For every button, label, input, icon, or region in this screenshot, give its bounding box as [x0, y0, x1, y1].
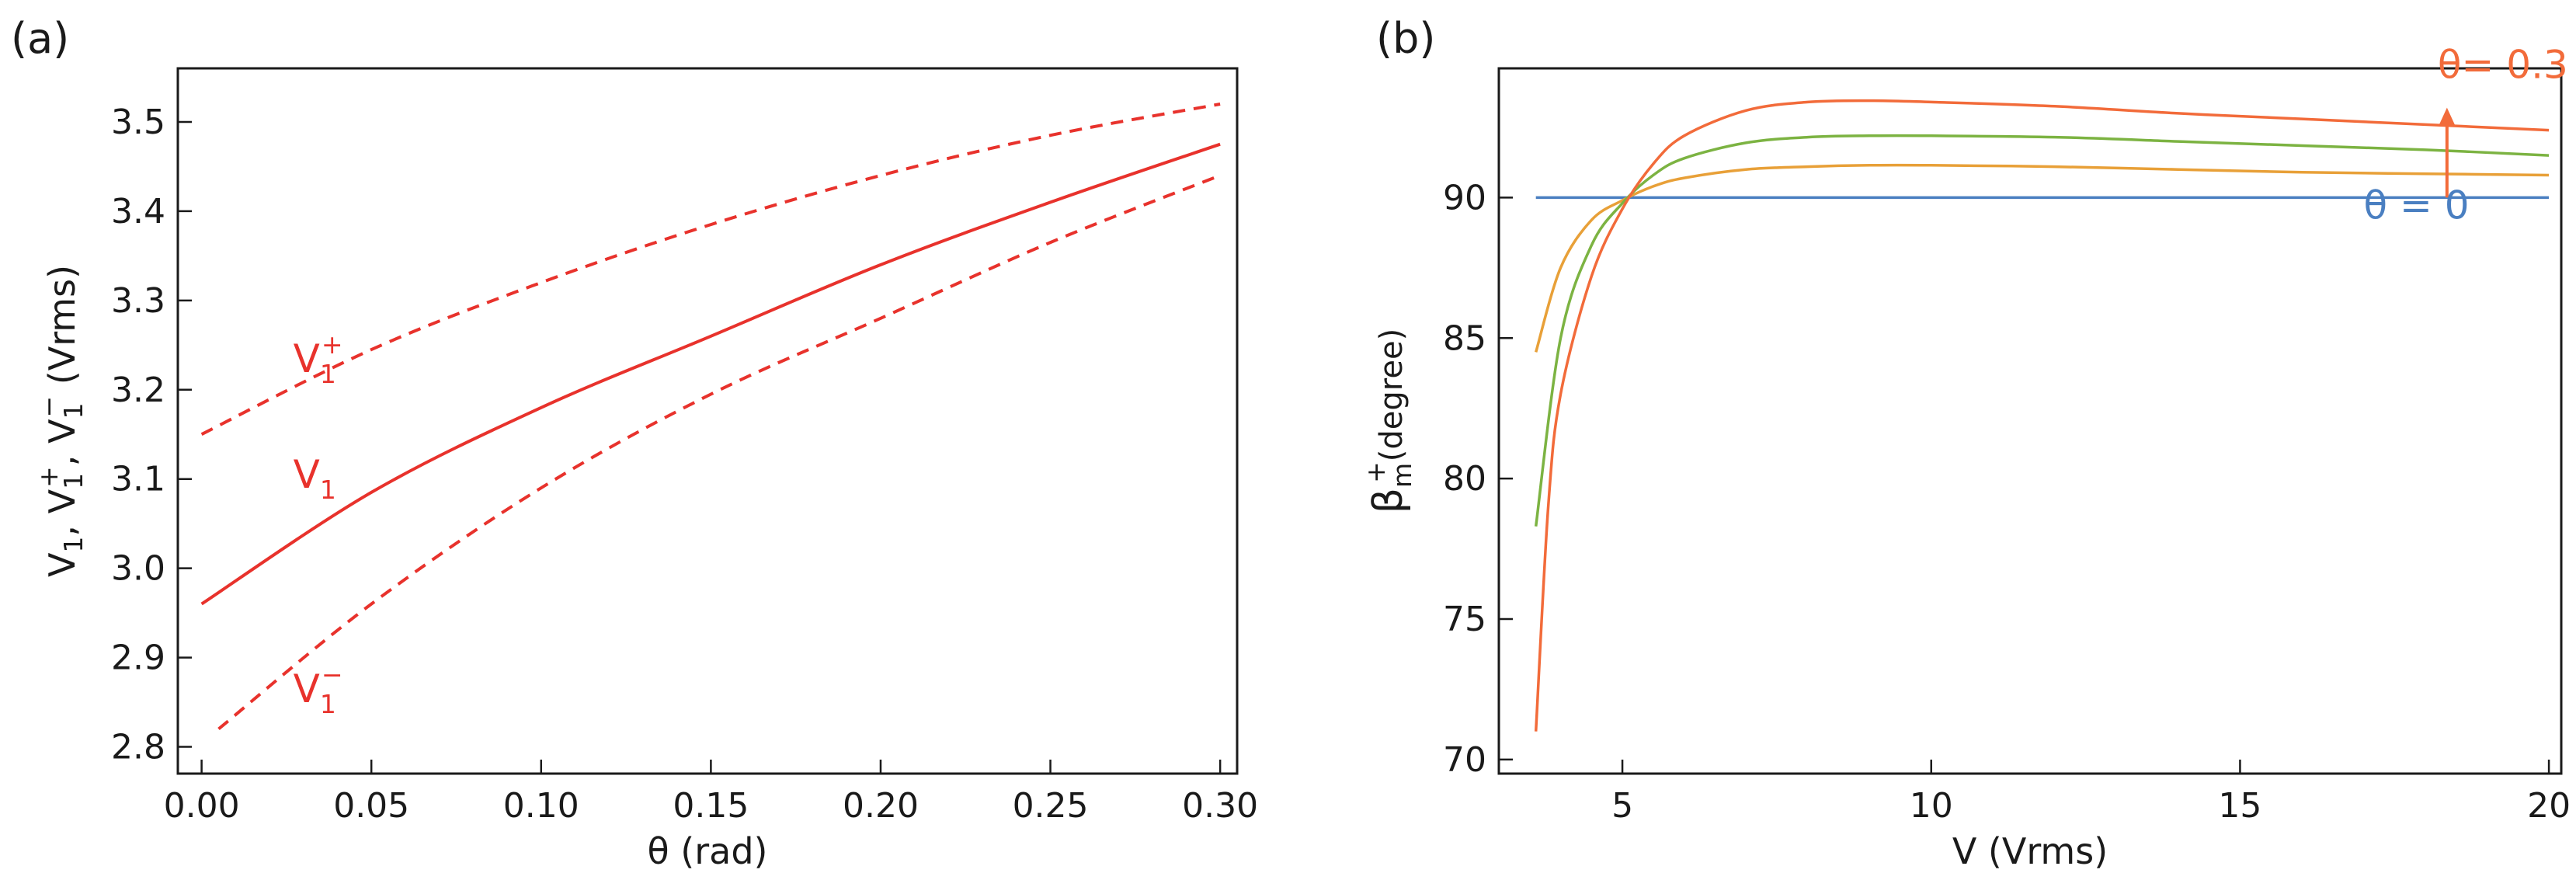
panel-b-series — [1534, 99, 2550, 732]
a-series-v1 — [200, 142, 1221, 606]
a-xtick-label: 0.00 — [164, 786, 240, 826]
panel-b-frame — [1497, 67, 2563, 775]
a-ytick-label: 3.2 — [111, 370, 165, 410]
a-ytick-label: 3.3 — [111, 281, 165, 321]
b-ytick-label: 70 — [1443, 740, 1486, 780]
b-annotation-theta-0: θ = 0 — [2363, 183, 2469, 228]
b-series-0.1 — [1535, 163, 2550, 353]
a-ytick-label: 3.0 — [111, 549, 165, 589]
b-xtick-label: 15 — [2218, 786, 2261, 826]
panel-a: (a) 0.00 0.05 0.10 0.15 0.20 0.25 0.30 2.8 2.9 3.… — [11, 14, 1258, 872]
panel-a-frame — [176, 67, 1239, 775]
panel-a-annotations: V1+ V1 V1− — [294, 329, 343, 719]
b-ytick-label: 75 — [1443, 600, 1486, 639]
panel-a-ticks: 0.00 0.05 0.10 0.15 0.20 0.25 0.30 2.8 2.9 3.0 3.1… — [111, 103, 1258, 826]
panel-b-ylabel: βm+(degree) — [1361, 329, 1417, 513]
a-xtick-label: 0.20 — [843, 786, 919, 826]
a-ytick-label: 2.9 — [111, 638, 165, 678]
a-xtick-label: 0.15 — [673, 786, 749, 826]
b-arrow-head — [2438, 107, 2456, 127]
a-xtick-label: 0.05 — [333, 786, 409, 826]
b-xtick-label: 10 — [1910, 786, 1953, 826]
panel-b: (b) 5 10 15 20 70 75 80 85 90 θ= 0.3 rad θ = 0 V … — [1361, 14, 2576, 872]
a-ytick-label: 3.1 — [111, 460, 165, 499]
b-xtick-label: 5 — [1611, 786, 1633, 826]
a-xtick-label: 0.10 — [503, 786, 579, 826]
a-annotation-v1-: V1− — [294, 659, 343, 719]
panel-b-xlabel: V (Vrms) — [1952, 830, 2108, 872]
a-xtick-label: 0.25 — [1013, 786, 1089, 826]
b-ytick-label: 85 — [1443, 318, 1486, 358]
a-xtick-label: 0.30 — [1182, 786, 1258, 826]
panel-a-xlabel: θ (rad) — [648, 830, 768, 872]
b-series-0.2 — [1534, 134, 2550, 527]
a-series-v1- — [217, 174, 1221, 731]
a-ytick-label: 2.8 — [111, 728, 165, 767]
b-annotation-theta-0.3: θ= 0.3 rad — [2438, 43, 2576, 88]
b-ytick-label: 90 — [1443, 178, 1486, 217]
b-xtick-label: 20 — [2527, 786, 2571, 826]
panel-a-label: (a) — [11, 14, 69, 63]
a-ytick-label: 3.5 — [111, 103, 165, 142]
a-ytick-label: 3.4 — [111, 192, 165, 231]
panel-b-annotations: θ= 0.3 rad θ = 0 — [2363, 43, 2576, 228]
a-series-v1+ — [200, 103, 1221, 436]
a-annotation-v1: V1 — [294, 452, 336, 505]
b-series-0.3rad — [1534, 99, 2550, 732]
panel-b-ticks: 5 10 15 20 70 75 80 85 90 — [1443, 178, 2571, 826]
panel-a-ylabel: V1, V1+, V1− (Vrms) — [33, 265, 89, 577]
a-annotation-v1+: V1+ — [294, 329, 343, 389]
panel-a-series — [200, 103, 1221, 731]
panel-b-label: (b) — [1376, 14, 1435, 63]
b-ytick-label: 80 — [1443, 459, 1486, 499]
